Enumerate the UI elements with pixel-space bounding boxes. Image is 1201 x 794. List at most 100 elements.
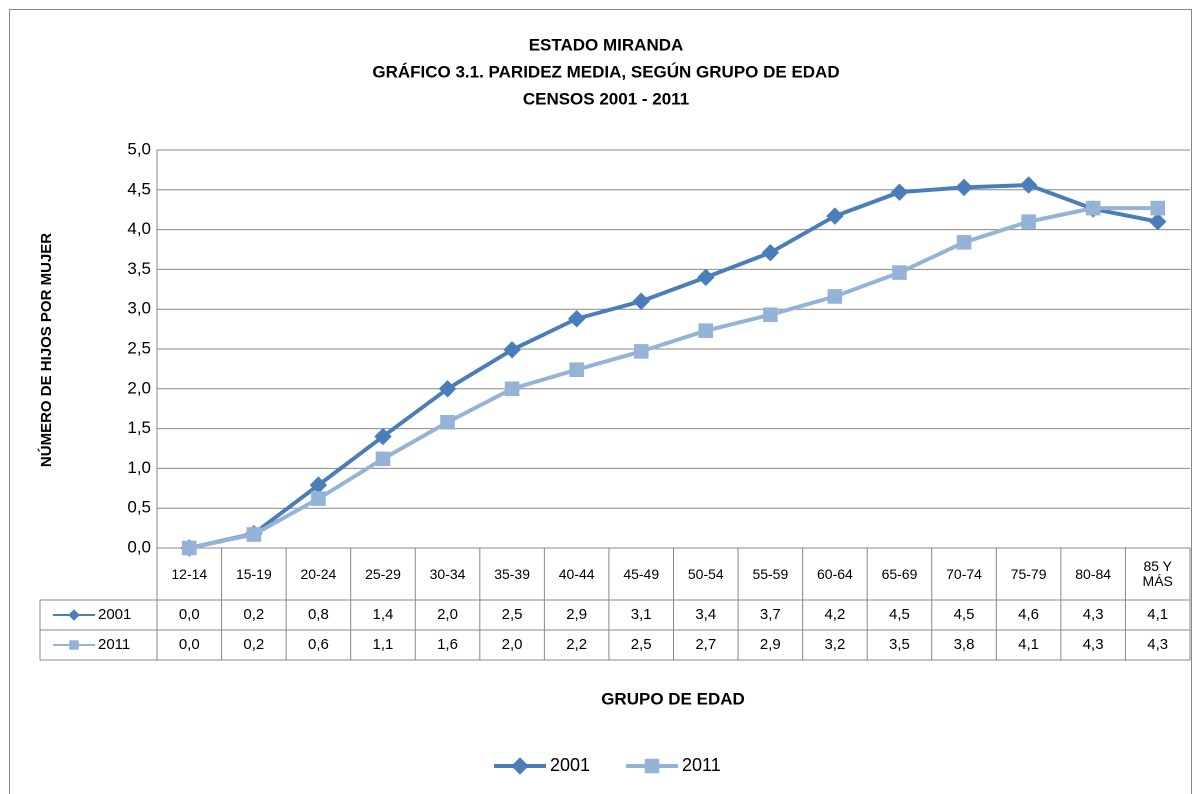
x-tick-label: 40-44: [558, 565, 595, 582]
data-label: 3,5: [889, 636, 910, 653]
data-point: [1021, 214, 1036, 229]
series-line: [188, 183, 1159, 550]
data-label: 0,0: [179, 636, 200, 653]
data-label: 2,5: [502, 606, 523, 623]
y-tick-label: 5,0: [127, 139, 151, 158]
data-label: 2,5: [631, 636, 652, 653]
data-label: 4,5: [889, 606, 910, 623]
data-label: 2,9: [760, 636, 781, 653]
data-point: [375, 451, 391, 467]
legend-label: 2011: [98, 636, 130, 653]
x-tick-label: 20-24: [300, 565, 337, 582]
legend-label: 2001: [550, 755, 590, 775]
x-tick-label: 65-69: [881, 565, 918, 582]
data-point: [567, 310, 586, 328]
legend-marker: [644, 758, 660, 774]
data-point: [632, 292, 650, 310]
data-label: 2,9: [566, 606, 587, 623]
y-tick-label: 1,5: [127, 418, 151, 437]
y-tick-label: 2,5: [127, 338, 151, 357]
x-tick-label: 50-54: [687, 565, 724, 582]
data-point: [503, 341, 521, 359]
chart-title: CENSOS 2001 - 2011: [523, 89, 689, 108]
y-tick-label: 3,0: [127, 299, 151, 318]
data-label: 3,1: [631, 606, 652, 623]
data-label: 2,0: [437, 606, 458, 623]
data-point: [1149, 212, 1167, 231]
data-point: [311, 491, 326, 506]
data-point: [438, 380, 457, 398]
y-axis-title: NÚMERO DE HIJOS POR MUJER: [37, 233, 55, 467]
x-tick-label: 25-29: [365, 565, 401, 582]
y-tick-label: 4,0: [127, 219, 151, 238]
x-tick-label: 75-79: [1010, 565, 1047, 582]
data-point: [698, 323, 714, 338]
data-label: 4,6: [1018, 606, 1039, 623]
x-tick-label: 30-34: [429, 565, 466, 582]
chart-frame: [9, 9, 1192, 794]
data-label: 1,4: [373, 606, 394, 623]
data-point: [763, 307, 778, 323]
data-label: 4,3: [1083, 606, 1104, 623]
x-tick-label: 45-49: [623, 565, 660, 582]
data-point: [569, 362, 584, 377]
data-label: 0,6: [308, 636, 329, 653]
y-tick-label: 1,0: [127, 458, 151, 477]
data-point: [697, 268, 715, 287]
data-label: 0,2: [243, 636, 264, 653]
data-point: [1085, 200, 1101, 216]
data-point: [892, 265, 907, 280]
data-point: [181, 540, 197, 556]
data-point: [890, 183, 909, 201]
y-tick-label: 0,5: [127, 498, 151, 517]
x-tick-label: 85 Y MÁS: [1142, 558, 1173, 589]
data-label: 3,8: [954, 636, 975, 653]
data-point: [956, 235, 972, 250]
legend-marker: [68, 609, 80, 621]
data-label: 3,4: [695, 606, 716, 623]
series-line: [188, 206, 1158, 550]
legend-label: 2001: [98, 606, 131, 623]
x-tick-label: 15-19: [235, 565, 272, 582]
chart-title: GRÁFICO 3.1. PARIDEZ MEDIA, SEGÚN GRUPO …: [372, 62, 839, 81]
chart-title: ESTADO MIRANDA: [529, 35, 684, 54]
data-label: 4,3: [1083, 636, 1104, 653]
data-label: 4,3: [1147, 636, 1168, 653]
data-point: [827, 289, 843, 304]
legend-label: 2011: [682, 755, 721, 775]
x-tick-label: 35-39: [494, 565, 530, 582]
data-label: 4,1: [1018, 636, 1039, 653]
x-axis-title: GRUPO DE EDAD: [601, 689, 745, 708]
legend-marker: [511, 757, 529, 775]
data-point: [504, 381, 520, 397]
legend-marker: [69, 640, 79, 650]
x-tick-label: 12-14: [171, 565, 208, 582]
data-label: 0,2: [243, 606, 264, 623]
data-point: [955, 178, 973, 197]
y-tick-label: 2,0: [127, 378, 151, 397]
data-point: [633, 344, 649, 359]
y-tick-label: 3,5: [127, 259, 151, 278]
x-tick-label: 80-84: [1075, 565, 1112, 582]
x-tick-label: 60-64: [817, 565, 853, 582]
y-tick-label: 0,0: [127, 537, 151, 556]
data-label: 2,2: [566, 636, 587, 653]
data-point: [374, 427, 392, 446]
data-point: [440, 414, 455, 430]
data-label: 4,2: [824, 606, 845, 623]
data-label: 0,8: [308, 606, 329, 623]
x-tick-label: 55-59: [752, 565, 789, 582]
data-label: 1,6: [437, 636, 458, 653]
y-tick-label: 4,5: [127, 179, 151, 198]
data-label: 1,1: [373, 636, 394, 653]
data-point: [826, 207, 844, 225]
data-point: [1150, 200, 1166, 216]
data-label: 2,0: [502, 636, 523, 653]
data-label: 4,5: [954, 606, 975, 623]
data-point: [1019, 176, 1038, 194]
data-label: 3,7: [760, 606, 781, 623]
data-label: 4,1: [1147, 606, 1168, 623]
data-point: [246, 527, 262, 542]
